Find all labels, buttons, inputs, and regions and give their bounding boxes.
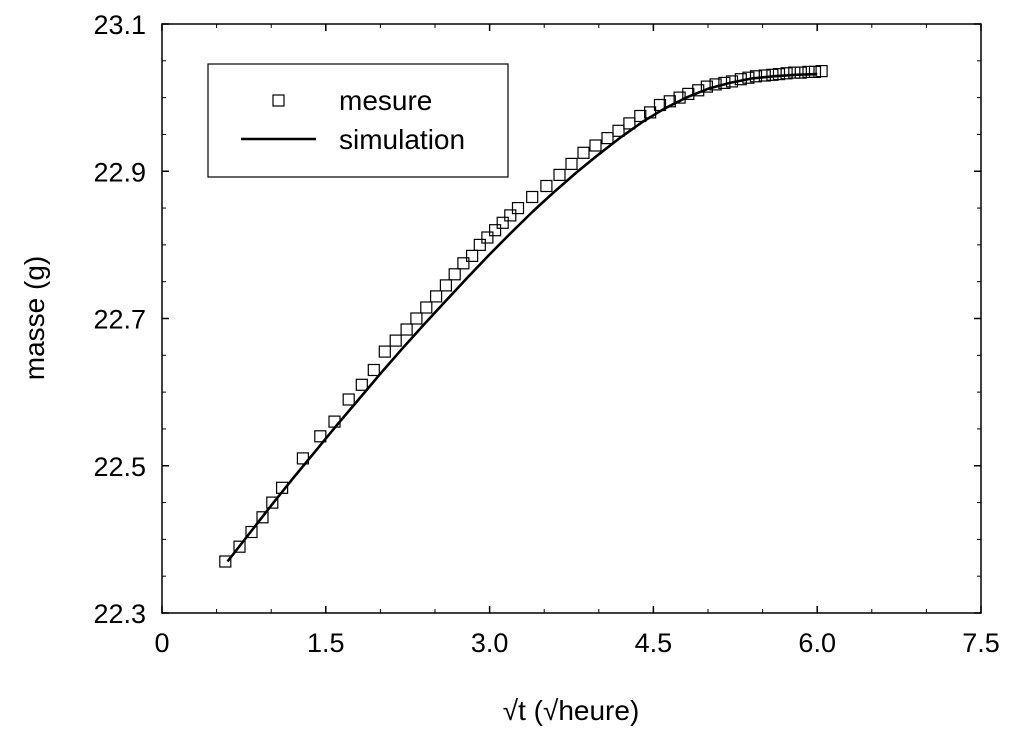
mesure-point (802, 65, 815, 79)
mesure-point (511, 202, 525, 215)
mesure-point (766, 68, 779, 81)
mesure-point (481, 231, 494, 244)
mesure-point (742, 71, 755, 84)
x-tick-label-5: 7.5 (962, 628, 1000, 658)
mesure-point (378, 345, 391, 358)
mesure-point (504, 209, 517, 222)
mesure-point (256, 511, 269, 524)
mesure-point (612, 124, 625, 137)
mesure-point (400, 323, 413, 336)
mesure-point (700, 80, 714, 93)
mesure-point (473, 238, 486, 251)
mesure-point (342, 393, 355, 406)
mesure-point (718, 76, 731, 90)
mesure-point (457, 257, 470, 270)
x-axis-label: √t (√heure) (503, 695, 640, 726)
legend-marker-mesure (272, 94, 285, 107)
mesure-point (725, 75, 739, 88)
mesure-point (276, 481, 289, 494)
mesure-point (589, 139, 602, 152)
mesure-point (296, 452, 309, 465)
mesure-point (682, 87, 695, 101)
mesure-point (794, 66, 807, 79)
mesure-point (266, 496, 279, 509)
mesure-point (489, 224, 502, 237)
mesure-point (692, 84, 705, 97)
mesure-series (219, 64, 828, 568)
mesure-point (772, 67, 786, 81)
mesure-point (815, 64, 828, 78)
mesure-point (653, 98, 667, 112)
mesure-point (565, 157, 578, 170)
mesure-point (663, 95, 676, 108)
mesure-point (219, 555, 232, 568)
y-axis-label: masse (g) (19, 256, 50, 380)
mesure-point (673, 91, 686, 104)
mesure-point (780, 67, 793, 80)
y-axis-ticks: 22.3 22.5 22.7 22.9 23.1 (93, 10, 981, 629)
mesure-point (734, 73, 747, 86)
x-tick-label-4: 6.0 (798, 628, 836, 658)
x-tick-label-0: 0 (154, 628, 169, 658)
y-tick-label-0: 22.3 (93, 599, 146, 629)
legend-label-mesure: mesure (339, 85, 432, 116)
mesure-point (808, 65, 822, 79)
mesure-point (328, 415, 341, 428)
mesure-point (367, 363, 380, 377)
mesure-point (553, 168, 566, 181)
mesure-point (314, 430, 327, 443)
x-tick-label-1: 1.5 (307, 628, 345, 658)
legend-label-simulation: simulation (339, 124, 465, 155)
mesure-point (439, 279, 452, 292)
x-tick-label-3: 4.5 (635, 628, 673, 658)
mesure-point (540, 179, 553, 193)
mesure-point (643, 106, 657, 119)
mesure-point (601, 132, 614, 145)
mesure-point (245, 525, 258, 539)
legend-box (207, 63, 509, 178)
mesure-point (526, 190, 539, 204)
mesure-point (577, 146, 590, 159)
mesure-point (634, 109, 647, 123)
x-axis-ticks: 0 1.5 3.0 4.5 6.0 7.5 (154, 24, 1000, 658)
mesure-point (758, 69, 771, 82)
mesure-point (709, 78, 722, 91)
mesure-point (448, 268, 461, 281)
y-tick-label-1: 22.5 (93, 452, 146, 482)
mesure-point (466, 249, 479, 262)
mesure-point (410, 312, 423, 325)
mesure-point (749, 70, 763, 83)
mesure-point (496, 216, 509, 229)
mesure-point (389, 334, 402, 347)
y-tick-label-3: 22.9 (93, 157, 146, 187)
x-tick-label-2: 3.0 (471, 628, 509, 658)
mesure-point (430, 290, 443, 303)
y-tick-label-2: 22.7 (93, 305, 146, 335)
mesure-point (233, 540, 246, 553)
mesure-point (788, 66, 801, 79)
mesure-point (623, 117, 636, 130)
mesure-point (355, 378, 368, 391)
legend: mesure simulation (207, 63, 509, 178)
mesure-point (420, 301, 433, 314)
y-tick-label-4: 23.1 (93, 10, 146, 40)
